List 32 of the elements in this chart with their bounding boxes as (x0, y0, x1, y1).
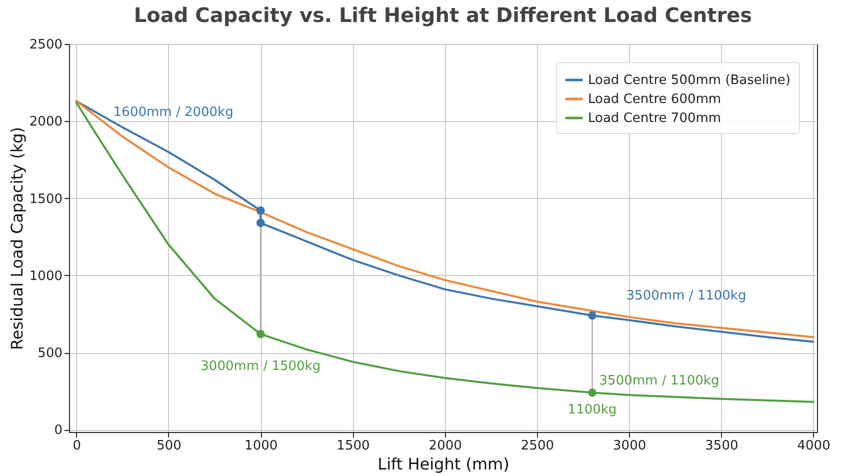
x-tick-label: 3500 (705, 438, 738, 454)
point (256, 218, 265, 228)
x-tick-label: 1500 (336, 438, 370, 454)
y-tick-label: 0 (54, 423, 62, 438)
x-tick-label: 0 (72, 438, 82, 454)
y-tick-label: 2000 (29, 114, 62, 130)
y-tick-label: 1000 (29, 268, 62, 284)
x-tick-label: 2500 (520, 438, 554, 454)
point (588, 311, 596, 320)
annotation: 3500mm / 1100kg (626, 288, 746, 304)
point (256, 206, 265, 215)
annotation: 1600mm / 2000kg (113, 105, 234, 120)
legend-label: Load Centre 700mm (588, 111, 722, 126)
y-tick-label: 1500 (29, 192, 62, 207)
x-tick-label: 3000 (613, 438, 646, 454)
x-tick-label: 2000 (428, 438, 462, 454)
annotation: 3000mm / 1500kg (200, 359, 321, 374)
y-tick-label: 500 (38, 346, 62, 362)
x-tick-label: 1000 (244, 438, 278, 454)
y-tick-label: 2500 (29, 38, 62, 52)
x-tick-label: 500 (156, 438, 182, 454)
point (256, 330, 265, 338)
annotation: 1100kg (568, 402, 617, 418)
x-axis-title: Lift Height (mm) (378, 454, 510, 474)
y-axis-title: Residual Load Capacity (kg) (7, 126, 26, 350)
x-tick-label: 4000 (797, 438, 830, 454)
line-series (75, 102, 814, 403)
point (588, 388, 596, 397)
chart-title: Load Capacity vs. Lift Height at Different Load Centres (134, 3, 752, 27)
legend-label: Load Centre 500mm (Baseline) (588, 73, 790, 88)
legend-label: Load Centre 600mm (588, 92, 722, 107)
annotation: 3500mm / 1100kg (599, 374, 720, 389)
